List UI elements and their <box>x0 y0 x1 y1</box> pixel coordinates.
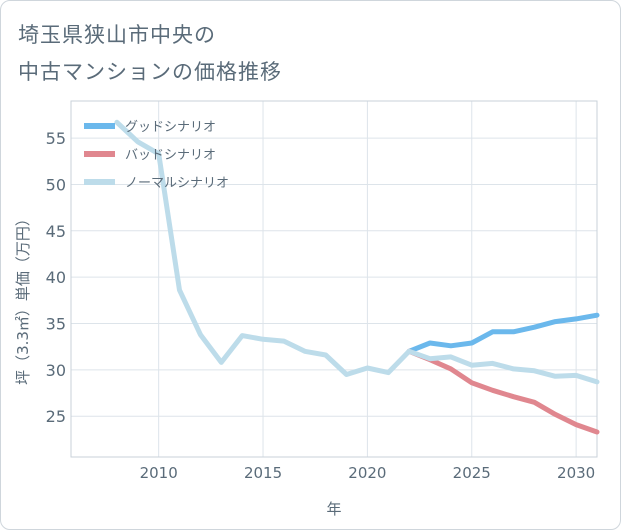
y-tick-label: 30 <box>46 361 66 380</box>
plot-area-border <box>70 100 598 458</box>
x-tick-label: 2030 <box>557 464 595 482</box>
x-tick-labels: 2010 2015 2020 2025 2030 <box>140 464 596 482</box>
series-line-1 <box>406 348 600 435</box>
x-tick-label: 2015 <box>244 464 282 482</box>
series-line-2 <box>114 119 600 385</box>
grid-lines <box>71 101 597 457</box>
legend-label-0: グッドシナリオ <box>125 120 216 135</box>
x-tick-label: 2020 <box>348 464 386 482</box>
y-tick-label: 50 <box>46 175 66 194</box>
y-tick-label: 45 <box>46 222 66 241</box>
chart-title-line-2: 中古マンションの価格推移 <box>18 60 282 84</box>
y-tick-label: 35 <box>46 315 66 334</box>
y-tick-label: 55 <box>46 129 66 148</box>
series-lines <box>114 119 600 435</box>
x-tick-label: 2025 <box>453 464 491 482</box>
x-tick-label: 2010 <box>140 464 178 482</box>
x-axis-label: 年 <box>326 500 341 518</box>
series-line-0 <box>406 312 600 354</box>
y-tick-label: 40 <box>46 268 66 287</box>
y-axis-label: 坪（3.3㎡）単価（万円） <box>14 211 32 385</box>
y-tick-labels: 25 30 35 40 45 50 55 <box>46 129 66 426</box>
legend-label-1: バッドシナリオ <box>125 148 216 163</box>
legend-label-2: ノーマルシナリオ <box>125 176 229 191</box>
y-tick-label: 25 <box>46 407 66 426</box>
chart-title-line-1: 埼玉県狭山市中央の <box>18 23 216 47</box>
